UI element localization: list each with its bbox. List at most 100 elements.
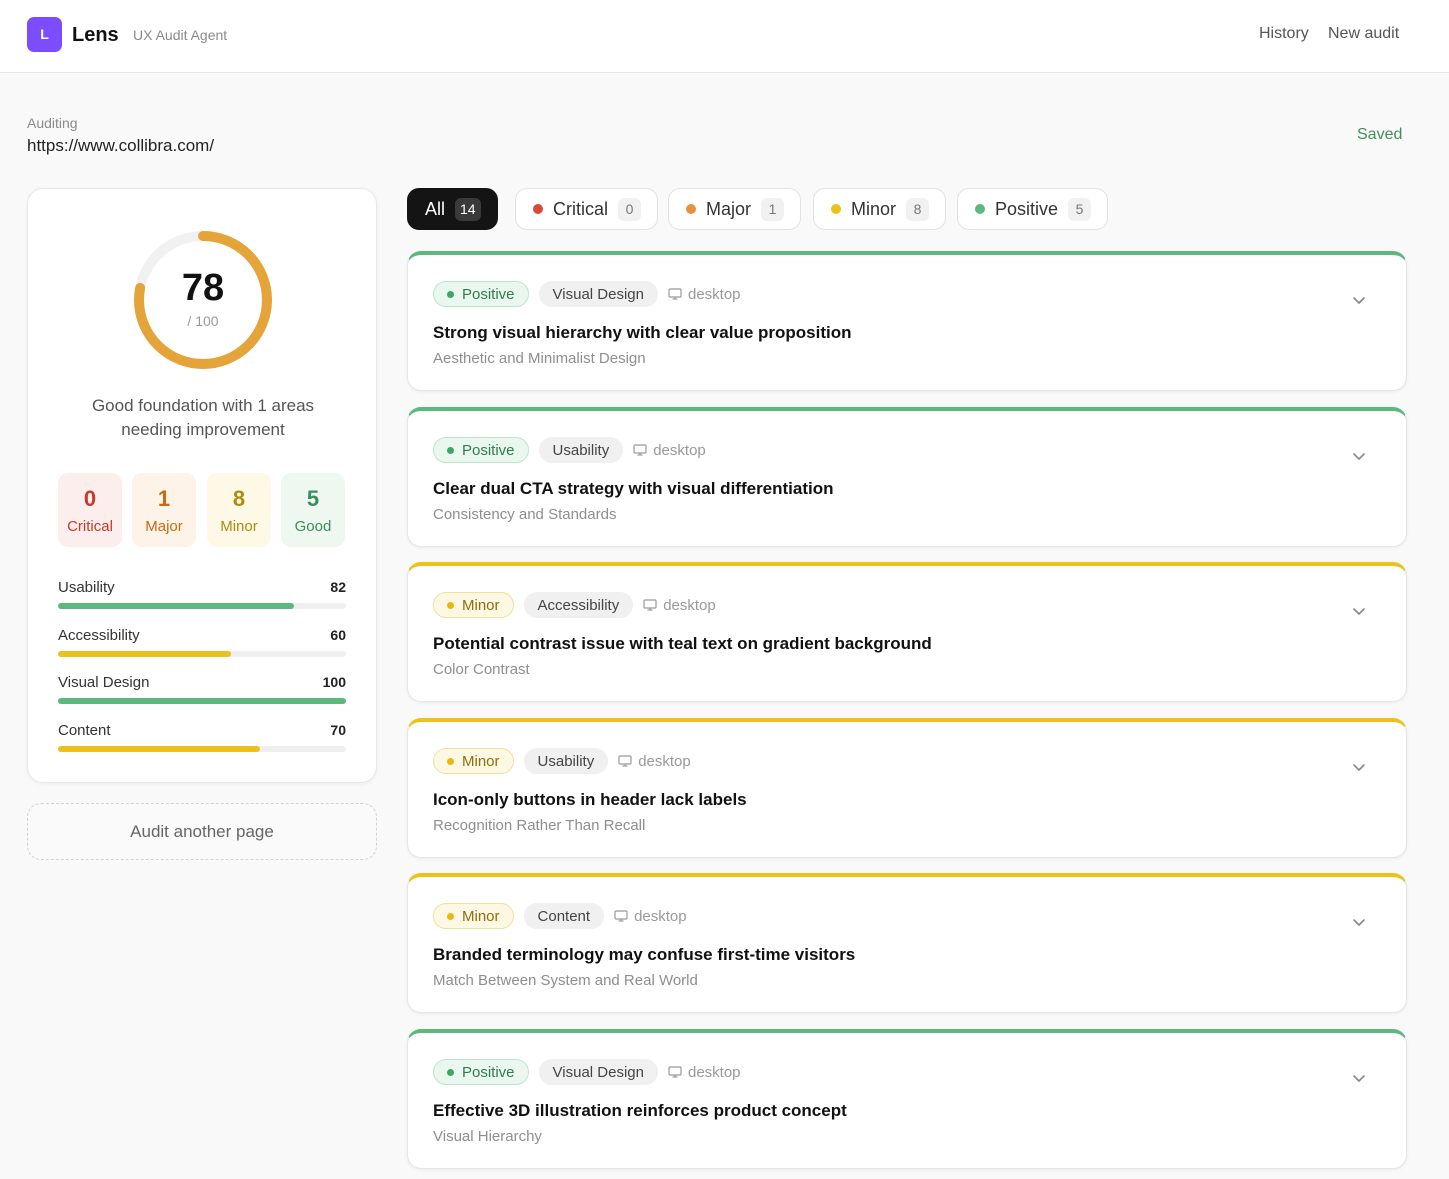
monitor-icon [614, 910, 628, 922]
chevron-down-icon[interactable] [1352, 606, 1366, 616]
category-badge: Visual Design [538, 1059, 658, 1085]
count-major-value: 1 [157, 486, 171, 511]
category-badge: Usability [538, 437, 624, 463]
device-label: desktop [653, 441, 706, 459]
metric-value: 60 [330, 627, 346, 643]
minor-dot-icon [831, 204, 841, 214]
device-tag: desktop [668, 1064, 741, 1081]
chevron-down-icon[interactable] [1352, 1073, 1366, 1083]
issue-card[interactable]: Positive Usability desktop Clear dual CT… [407, 407, 1407, 547]
score-summary: Good foundation with 1 areas needing imp… [91, 396, 315, 439]
count-major-label: Major [145, 518, 183, 535]
count-critical[interactable]: 0 Critical [58, 473, 122, 547]
severity-badge: Minor [433, 592, 514, 618]
severity-label: Positive [462, 1063, 515, 1081]
device-label: desktop [687, 285, 741, 303]
count-minor[interactable]: 8 Minor [207, 473, 271, 547]
metric-value: 82 [330, 579, 346, 595]
issue-title: Icon-only buttons in header lack labels [433, 790, 747, 809]
positive-dot-icon [975, 204, 985, 214]
issue-title: Effective 3D illustration reinforces pro… [433, 1101, 847, 1120]
chevron-down-icon[interactable] [1352, 762, 1366, 772]
severity-badge: Minor [433, 748, 514, 774]
count-minor-value: 8 [232, 486, 246, 511]
issue-card[interactable]: Minor Accessibility desktop Potential co… [407, 562, 1407, 702]
device-label: desktop [638, 752, 691, 770]
severity-label: Minor [462, 752, 500, 770]
metric-name: Content [58, 722, 111, 739]
monitor-icon [633, 444, 647, 456]
filter-major[interactable]: Major 1 [668, 188, 802, 230]
filter-all[interactable]: All 14 [407, 188, 498, 230]
count-minor-label: Minor [220, 518, 258, 535]
device-tag: desktop [668, 286, 741, 303]
severity-label: Minor [462, 596, 500, 614]
auditing-label: Auditing [27, 115, 78, 131]
count-good[interactable]: 5 Good [281, 473, 345, 547]
filter-critical[interactable]: Critical 0 [515, 188, 659, 230]
device-tag: desktop [633, 442, 706, 459]
severity-dot-icon [447, 446, 454, 454]
severity-badge: Positive [433, 437, 529, 463]
nav-new-audit-link[interactable]: New audit [1328, 25, 1400, 42]
category-badge: Visual Design [538, 281, 658, 307]
filter-label: Minor [851, 198, 897, 219]
filter-label: All [425, 198, 446, 219]
count-major[interactable]: 1 Major [132, 473, 196, 547]
severity-dot-icon [447, 601, 454, 609]
monitor-icon [668, 1066, 682, 1078]
logo-icon[interactable]: L [27, 17, 62, 52]
chevron-down-icon[interactable] [1352, 295, 1366, 305]
brand-name[interactable]: Lens [72, 24, 119, 46]
filter-count: 8 [906, 197, 930, 221]
issue-card[interactable]: Positive Visual Design desktop Effective… [407, 1029, 1407, 1169]
severity-badge: Positive [433, 281, 529, 307]
issue-principle: Visual Hierarchy [433, 1128, 542, 1145]
count-critical-value: 0 [83, 486, 97, 511]
metric-fill [58, 698, 346, 704]
severity-label: Positive [462, 285, 515, 303]
count-critical-label: Critical [67, 518, 113, 535]
chevron-down-icon[interactable] [1352, 451, 1366, 461]
score-card: 78 / 100 Good foundation with 1 areas ne… [27, 188, 377, 783]
issue-principle: Consistency and Standards [433, 506, 617, 523]
nav-history-link[interactable]: History [1259, 25, 1309, 42]
chevron-down-icon[interactable] [1352, 917, 1366, 927]
metric-name: Accessibility [58, 627, 140, 644]
device-label: desktop [663, 596, 716, 614]
issue-card[interactable]: Minor Usability desktop Icon-only button… [407, 718, 1407, 858]
issue-title: Potential contrast issue with teal text … [433, 634, 932, 653]
filter-minor[interactable]: Minor 8 [813, 188, 947, 230]
count-good-value: 5 [306, 486, 320, 511]
severity-dot-icon [447, 912, 454, 920]
audit-another-page-button[interactable]: Audit another page [27, 803, 377, 860]
issue-principle: Aesthetic and Minimalist Design [433, 350, 646, 367]
filter-label: Major [706, 198, 752, 219]
severity-dot-icon [447, 757, 454, 765]
critical-dot-icon [533, 204, 543, 214]
issue-card[interactable]: Minor Content desktop Branded terminolog… [407, 873, 1407, 1013]
issue-principle: Color Contrast [433, 661, 530, 678]
severity-badge: Positive [433, 1059, 529, 1085]
metric-name: Visual Design [58, 674, 150, 691]
filter-count: 0 [618, 197, 642, 221]
device-tag: desktop [618, 753, 691, 770]
device-label: desktop [687, 1063, 741, 1081]
metric-fill [58, 746, 260, 752]
monitor-icon [643, 599, 657, 611]
severity-badge: Minor [433, 903, 514, 929]
filter-positive[interactable]: Positive 5 [957, 188, 1109, 230]
score-gauge [134, 231, 272, 369]
major-dot-icon [686, 204, 696, 214]
count-good-label: Good [294, 518, 332, 535]
filter-label: Critical [553, 198, 609, 219]
metric-track [58, 603, 346, 609]
category-badge: Usability [523, 748, 609, 774]
metric-track [58, 746, 346, 752]
category-badge: Content [523, 903, 605, 929]
metric-fill [58, 651, 231, 657]
brand-subtitle: UX Audit Agent [133, 27, 228, 43]
issue-card[interactable]: Positive Visual Design desktop Strong vi… [407, 251, 1407, 391]
filter-count: 1 [761, 197, 785, 221]
metric-track [58, 698, 346, 704]
